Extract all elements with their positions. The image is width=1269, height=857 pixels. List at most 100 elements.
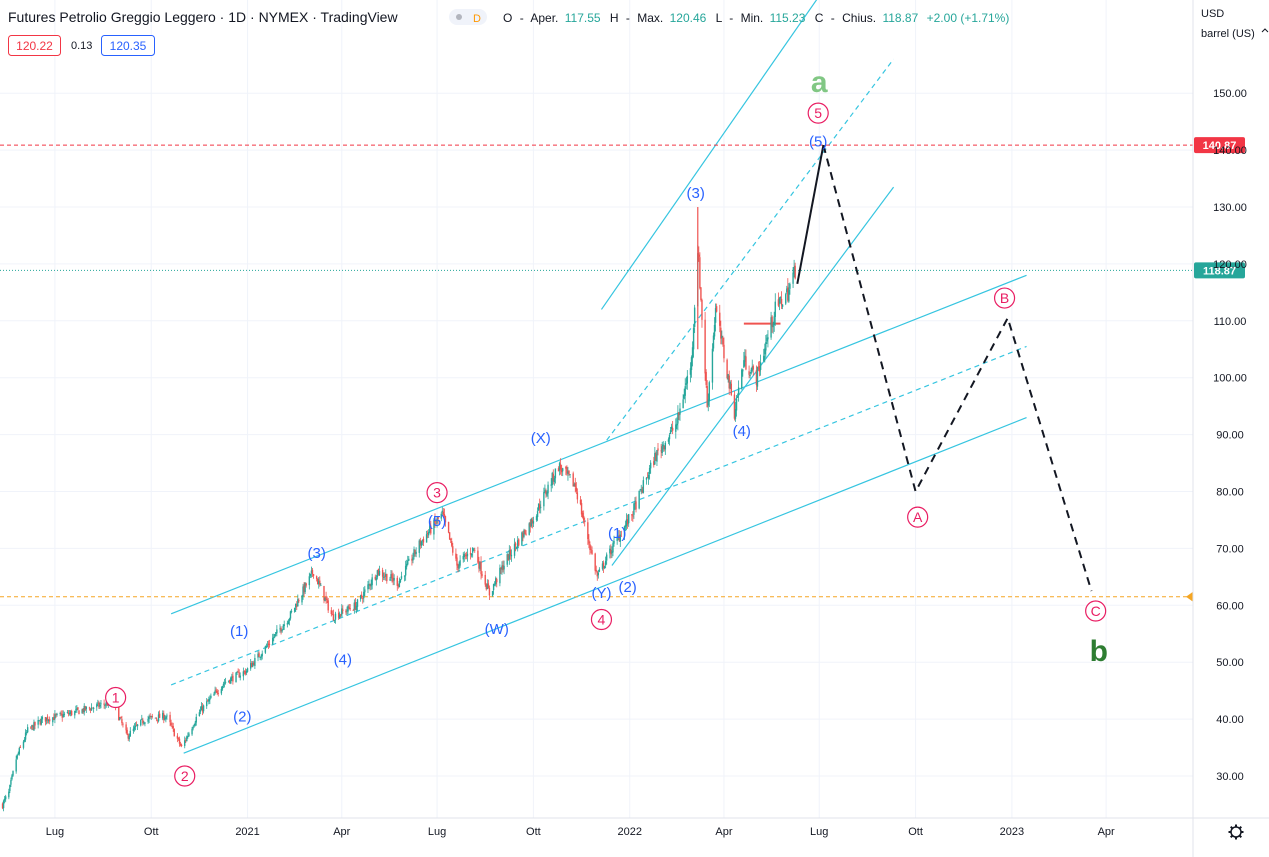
candle-body <box>617 535 619 538</box>
candle-body <box>653 461 655 466</box>
candle-body <box>324 597 326 602</box>
candle-body <box>188 733 190 737</box>
wave-label: (1) <box>230 623 248 640</box>
candle-body <box>623 526 626 537</box>
candle-body <box>100 703 102 705</box>
candle-body <box>103 703 105 705</box>
candle-body <box>553 478 556 482</box>
candle-body <box>8 791 10 798</box>
candle-body <box>53 717 55 720</box>
candle-body <box>635 501 637 510</box>
candle-body <box>518 539 520 546</box>
candle-body <box>471 547 474 553</box>
candle-body <box>414 549 416 554</box>
candle-body <box>317 578 319 585</box>
candle-body <box>24 732 27 740</box>
candle-body <box>397 585 400 587</box>
candle-body <box>2 800 5 809</box>
candle-body <box>503 565 505 570</box>
wave-circle-icon <box>590 608 613 631</box>
candle-body <box>22 741 25 748</box>
candle-body <box>722 337 724 345</box>
candle-body <box>229 679 231 683</box>
candle-body <box>421 540 424 541</box>
candle-body <box>276 629 278 634</box>
candle-body <box>415 551 417 555</box>
candle-body <box>779 297 782 299</box>
price-levels: 140.87 118.87 <box>0 137 1245 602</box>
candle-body <box>495 578 497 585</box>
candle-body <box>516 540 519 548</box>
candle-body <box>546 492 548 496</box>
candle-body <box>186 736 188 742</box>
candle-body <box>580 503 583 515</box>
candle-body <box>311 569 314 575</box>
candle-body <box>347 605 349 612</box>
candle-body <box>360 594 363 598</box>
time-tick-label: 2021 <box>235 826 259 838</box>
candle-body <box>354 602 357 610</box>
candle-body <box>524 529 526 534</box>
candle-body <box>257 653 259 658</box>
wave-label: (5) <box>809 134 827 151</box>
candle-body <box>477 550 479 563</box>
unit-chevron-icon[interactable] <box>1261 28 1269 33</box>
candle-body <box>487 583 490 589</box>
last-price-level-tag <box>1194 262 1245 279</box>
candle-body <box>193 724 195 727</box>
candle-body <box>97 702 99 704</box>
candle-body <box>202 705 205 712</box>
ask-box[interactable]: 120.35 <box>101 35 155 56</box>
symbol-title[interactable]: Futures Petrolio Greggio Leggero · 1D · … <box>8 9 398 25</box>
candle-body <box>540 506 542 508</box>
candle-body <box>253 662 255 666</box>
candle-body <box>751 366 753 371</box>
candle-body <box>76 708 78 711</box>
channel-line <box>183 416 1027 754</box>
candle-body <box>648 468 651 475</box>
price-tick-label: 140.00 <box>1213 145 1247 157</box>
candle-body <box>436 518 438 523</box>
market-status-pill[interactable]: D <box>449 9 487 25</box>
candle-body <box>377 568 380 575</box>
candle-body <box>778 298 781 304</box>
candle-body <box>99 704 101 707</box>
alert-marker-icon[interactable] <box>1186 591 1193 602</box>
candle-body <box>400 576 403 579</box>
currency-label[interactable]: USD <box>1201 8 1224 20</box>
candle-body <box>338 614 341 619</box>
time-tick-label: Lug <box>46 826 64 838</box>
candle-body <box>46 716 49 721</box>
candle-body <box>264 646 267 653</box>
candle-body <box>243 670 246 672</box>
candle-body <box>759 362 762 370</box>
candle-body <box>435 523 437 525</box>
candle-body <box>596 571 598 577</box>
bid-box[interactable]: 120.22 <box>8 35 61 56</box>
candles <box>1 207 796 812</box>
candle-body <box>135 724 138 726</box>
candle-body <box>89 709 92 711</box>
unit-label[interactable]: barrel (US) <box>1201 28 1255 40</box>
settings-gear-icon[interactable] <box>1228 824 1244 840</box>
candle-body <box>433 519 435 535</box>
candle-body <box>221 685 224 690</box>
price-axis[interactable]: 30.00 40.00 50.00 60.00 70.00 80.00 90.00 100.0… <box>1213 88 1247 783</box>
candle-body <box>560 468 563 473</box>
candle-body <box>463 554 465 558</box>
candle-body <box>455 553 457 559</box>
candle-body <box>254 657 256 667</box>
wave-circle-icon <box>426 482 448 504</box>
candle-body <box>213 693 215 696</box>
candle-body <box>143 722 145 724</box>
time-axis[interactable]: Lug Ott 2021 Apr Lug Ott 2022 Apr Lug Ott 2023 Apr <box>46 826 1115 838</box>
candle-body <box>119 717 121 720</box>
candle-body <box>403 575 406 577</box>
candle-body <box>11 775 13 780</box>
candle-body <box>399 579 402 583</box>
candle-body <box>220 688 223 694</box>
candle-body <box>774 301 776 317</box>
candle-body <box>619 534 622 542</box>
candle-body <box>582 515 585 521</box>
